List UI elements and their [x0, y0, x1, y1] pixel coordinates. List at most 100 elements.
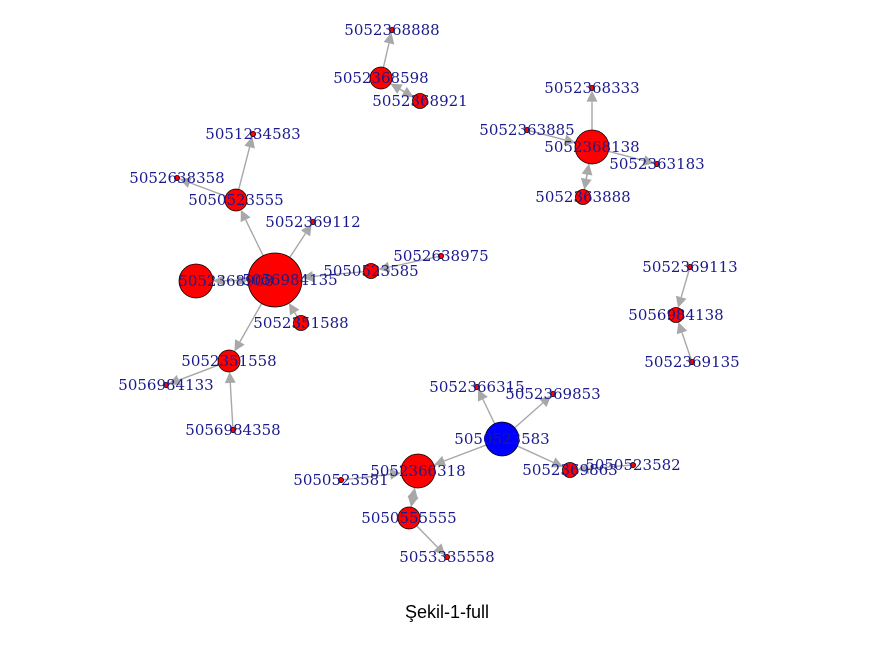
edge-line — [229, 382, 234, 428]
edge-line — [529, 129, 566, 141]
edge-arrowhead — [179, 177, 192, 188]
edge-arrowhead — [407, 487, 419, 500]
edge-arrowhead — [586, 90, 598, 102]
node-label-5052369853: 5052369853 — [505, 385, 600, 403]
node-5052368888[interactable] — [388, 26, 395, 33]
edge-arrowhead — [301, 270, 314, 282]
node-5052368138[interactable] — [574, 129, 610, 165]
node-label-5052369863: 5052369863 — [522, 461, 617, 479]
edge-5050523582-5052369863 — [577, 463, 631, 475]
edge-5052368598-5052368921 — [390, 82, 414, 98]
edge-line — [343, 473, 391, 481]
node-5050523583[interactable] — [484, 421, 520, 457]
edge-5056984358-5052351558 — [224, 371, 236, 428]
node-label-5056984135: 5056984135 — [242, 271, 337, 289]
node-label-5052363183: 5052363183 — [609, 155, 704, 173]
node-5052366315[interactable] — [473, 383, 480, 390]
node-5052363183[interactable] — [654, 160, 661, 167]
edge-line — [583, 174, 588, 190]
edge-line — [681, 332, 692, 360]
node-label-5052369135: 5052369135 — [644, 353, 739, 371]
node-5052351558[interactable] — [217, 349, 241, 373]
edge-line — [517, 445, 554, 463]
node-5052368921[interactable] — [412, 93, 428, 109]
node-5050523585[interactable] — [363, 263, 379, 279]
node-5052369853[interactable] — [550, 390, 557, 397]
edge-line — [410, 498, 414, 508]
node-5052638358[interactable] — [173, 174, 180, 181]
node-5052368908[interactable] — [178, 263, 214, 299]
edge-arrowhead — [642, 155, 655, 166]
edge-line — [294, 312, 298, 317]
node-label-5050523555: 5050523555 — [188, 191, 283, 209]
node-5052369112[interactable] — [309, 218, 316, 225]
node-5052351588[interactable] — [293, 315, 309, 331]
edge-line — [178, 364, 219, 381]
node-5052638975[interactable] — [437, 252, 444, 259]
node-5050523582[interactable] — [630, 461, 637, 468]
node-5056984138[interactable] — [668, 307, 684, 323]
edge-arrowhead — [236, 274, 249, 286]
node-5052368333[interactable] — [589, 85, 596, 92]
edge-5050523555-5051234583 — [238, 136, 255, 190]
node-5052363885[interactable] — [524, 127, 531, 134]
edges-layer — [168, 32, 692, 556]
node-label-5052368921: 5052368921 — [372, 92, 467, 110]
nodes-layer — [162, 26, 696, 561]
node-label-5052369112: 5052369112 — [265, 213, 360, 231]
node-5053335558[interactable] — [443, 554, 450, 561]
node-label-5050523585: 5050523585 — [323, 262, 418, 280]
node-5052369135[interactable] — [689, 358, 696, 365]
node-5052369863[interactable] — [562, 462, 578, 478]
edge-arrowhead — [300, 224, 312, 237]
edge-arrowhead — [550, 457, 564, 468]
node-5052363888[interactable] — [575, 189, 591, 205]
node-5056984358[interactable] — [229, 426, 236, 433]
node-5050523581[interactable] — [337, 476, 344, 483]
edge-5052369135-5056984138 — [676, 322, 692, 360]
node-label-5051234583: 5051234583 — [205, 125, 300, 143]
node-5050523555[interactable] — [224, 188, 248, 212]
node-5052368598[interactable] — [369, 66, 393, 90]
node-label-5050523582: 5050523582 — [585, 456, 680, 474]
edge-line — [390, 82, 405, 93]
labels-layer: 5052368888 5052368598 5052368921 5052368333… — [118, 21, 739, 566]
edge-5050555555-5053335558 — [416, 525, 446, 556]
node-5052366318[interactable] — [400, 453, 436, 489]
node-label-5052366315: 5052366315 — [429, 378, 524, 396]
edge-line — [482, 398, 496, 424]
node-label-5052368138: 5052368138 — [544, 138, 639, 156]
edge-line — [416, 525, 439, 548]
edge-line — [312, 271, 364, 278]
node-label-5052363885: 5052363885 — [479, 121, 574, 139]
node-5051234583[interactable] — [249, 130, 256, 137]
edge-5052351558-5056984133 — [168, 364, 219, 386]
node-label-5052368908: 5052368908 — [178, 272, 273, 290]
node-label-5052351558: 5052351558 — [181, 352, 276, 370]
node-label-5052638975: 5052638975 — [393, 247, 488, 265]
node-label-5052366318: 5052366318 — [370, 462, 465, 480]
edge-arrowhead — [676, 322, 688, 335]
edge-5052363885-5052368138 — [529, 129, 576, 146]
edge-line — [588, 464, 631, 470]
node-5052369113[interactable] — [687, 263, 694, 270]
node-5050555555[interactable] — [397, 506, 421, 530]
node-label-5053335558: 5053335558 — [399, 548, 494, 566]
edge-5050555555-5052366318 — [407, 487, 419, 508]
node-label-5052368333: 5052368333 — [544, 79, 639, 97]
edge-5052638975-5050523585 — [378, 255, 439, 273]
edge-arrowhead — [433, 543, 446, 556]
edge-5052368138-5052368333 — [586, 90, 598, 130]
figure-caption: Şekil-1-full — [404, 602, 490, 622]
edge-line — [245, 219, 264, 257]
edge-line — [443, 444, 487, 462]
node-5056984133[interactable] — [162, 381, 169, 388]
edge-arrowhead — [539, 395, 552, 408]
node-5056984135[interactable] — [247, 252, 303, 308]
node-label-5056984133: 5056984133 — [118, 376, 213, 394]
edge-arrowhead — [288, 303, 300, 316]
node-label-5050523581: 5050523581 — [293, 471, 388, 489]
edge-arrowhead — [577, 463, 589, 475]
edge-arrowhead — [675, 295, 687, 308]
